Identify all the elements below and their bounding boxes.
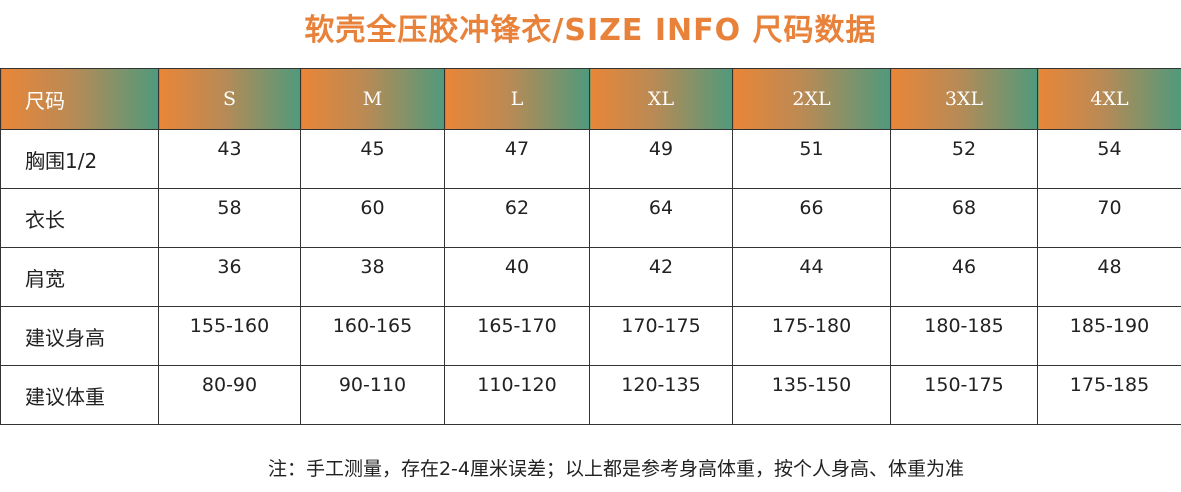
- table-cell: 52: [890, 129, 1038, 189]
- table-header-row: 尺码 S M L XL 2XL 3XL 4XL: [0, 68, 1181, 130]
- table-cell: 46: [890, 247, 1038, 307]
- table-cell: 40: [444, 247, 590, 307]
- table-cell: 64: [589, 188, 733, 248]
- table-row: 建议体重 80-90 90-110 110-120 120-135 135-150 150-…: [0, 365, 1181, 425]
- header-cell-4xl: 4XL: [1037, 68, 1181, 130]
- page-title: 软壳全压胶冲锋衣/SIZE INFO 尺码数据: [304, 13, 877, 48]
- table-cell: 80-90: [158, 365, 301, 425]
- header-cell-xl: XL: [589, 68, 733, 130]
- row-label: 胸围1/2: [0, 129, 159, 189]
- row-label: 肩宽: [0, 247, 159, 307]
- table-cell: 58: [158, 188, 301, 248]
- row-label: 建议体重: [0, 365, 159, 425]
- header-cell-m: M: [300, 68, 445, 130]
- table-cell: 47: [444, 129, 590, 189]
- table-cell: 68: [890, 188, 1038, 248]
- table-row: 衣长 58 60 62 64 66 68 70: [0, 188, 1181, 248]
- table-cell: 160-165: [300, 306, 445, 366]
- header-cell-2xl: 2XL: [732, 68, 891, 130]
- table-cell: 165-170: [444, 306, 590, 366]
- table-cell: 110-120: [444, 365, 590, 425]
- table-cell: 150-175: [890, 365, 1038, 425]
- table-cell: 42: [589, 247, 733, 307]
- table-cell: 43: [158, 129, 301, 189]
- table-cell: 66: [732, 188, 891, 248]
- table-cell: 120-135: [589, 365, 733, 425]
- table-cell: 38: [300, 247, 445, 307]
- header-cell-size: 尺码: [0, 68, 159, 130]
- header-cell-l: L: [444, 68, 590, 130]
- table-cell: 60: [300, 188, 445, 248]
- row-label: 衣长: [0, 188, 159, 248]
- table-cell: 44: [732, 247, 891, 307]
- table-row: 胸围1/2 43 45 47 49 51 52 54: [0, 129, 1181, 189]
- table-cell: 170-175: [589, 306, 733, 366]
- table-cell: 180-185: [890, 306, 1038, 366]
- table-cell: 49: [589, 129, 733, 189]
- measurement-note: 注：手工测量，存在2-4厘米误差；以上都是参考身高体重，按个人身高、体重为准: [267, 458, 965, 480]
- table-cell: 155-160: [158, 306, 301, 366]
- table-cell: 62: [444, 188, 590, 248]
- table-cell: 135-150: [732, 365, 891, 425]
- table-cell: 48: [1037, 247, 1181, 307]
- header-cell-3xl: 3XL: [890, 68, 1038, 130]
- table-cell: 51: [732, 129, 891, 189]
- table-cell: 175-185: [1037, 365, 1181, 425]
- table-cell: 70: [1037, 188, 1181, 248]
- table-cell: 185-190: [1037, 306, 1181, 366]
- table-cell: 90-110: [300, 365, 445, 425]
- row-label: 建议身高: [0, 306, 159, 366]
- table-cell: 36: [158, 247, 301, 307]
- size-table: 尺码 S M L XL 2XL 3XL 4XL 胸围1/2 43 45 47 49 51 5…: [0, 68, 1181, 425]
- table-row: 建议身高 155-160 160-165 165-170 170-175 175-180 1…: [0, 306, 1181, 366]
- header-cell-s: S: [158, 68, 301, 130]
- table-cell: 45: [300, 129, 445, 189]
- table-cell: 54: [1037, 129, 1181, 189]
- table-cell: 175-180: [732, 306, 891, 366]
- table-row: 肩宽 36 38 40 42 44 46 48: [0, 247, 1181, 307]
